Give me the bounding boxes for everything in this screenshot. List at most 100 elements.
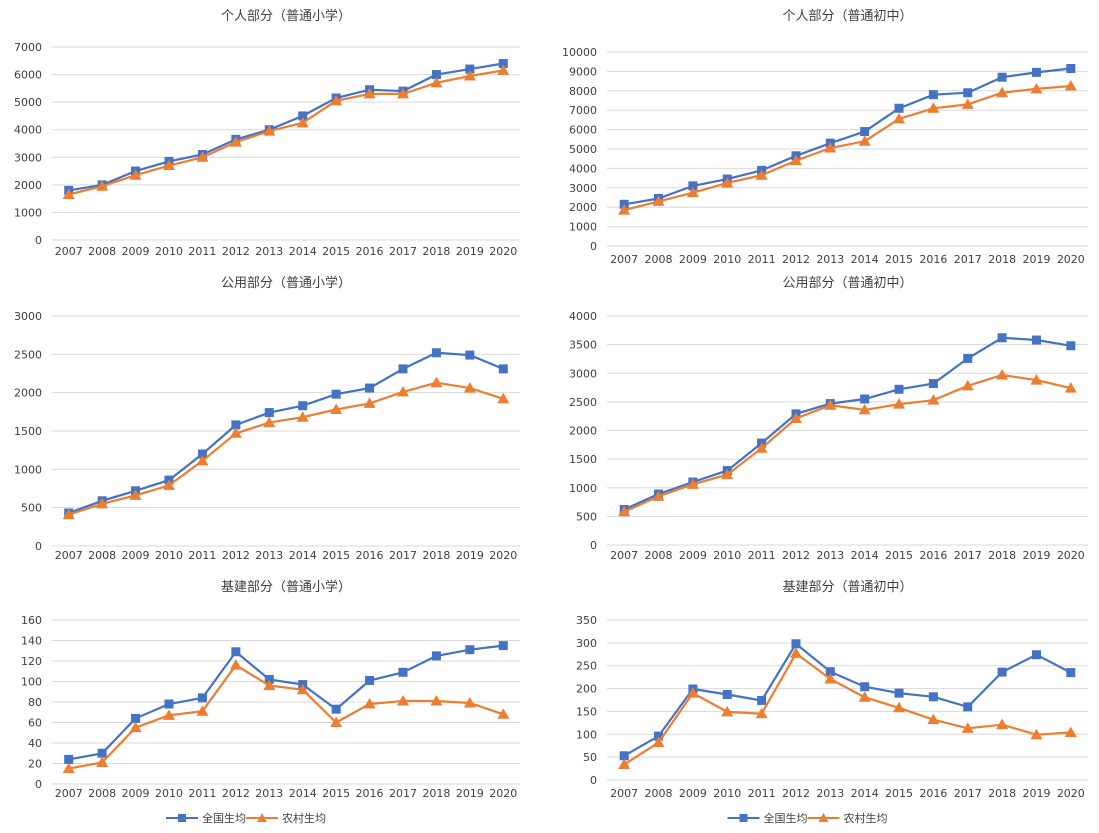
data-point-rural <box>263 125 276 136</box>
data-point-rural <box>397 385 409 397</box>
data-point-rural <box>755 707 768 719</box>
data-point-national <box>1031 67 1041 77</box>
data-point-rural <box>927 713 940 725</box>
y-tick-label: 3000 <box>569 367 597 380</box>
x-tick-label: 2019 <box>1022 787 1050 800</box>
x-tick-label: 2016 <box>919 549 947 562</box>
data-point-rural <box>961 379 974 391</box>
x-tick-label: 2007 <box>610 549 638 562</box>
y-tick-label: 3000 <box>569 182 597 195</box>
data-point-rural <box>430 694 443 706</box>
x-tick-label: 2014 <box>289 787 317 800</box>
series-line-national <box>68 62 504 192</box>
y-tick-label: 6000 <box>14 69 42 82</box>
x-tick-label: 2007 <box>610 253 638 266</box>
legend-label-national: 全国生均 <box>202 811 246 825</box>
data-point-national <box>231 420 241 430</box>
x-tick-label: 2009 <box>679 549 707 562</box>
data-point-rural <box>463 382 476 393</box>
x-tick-label: 2013 <box>816 787 844 800</box>
data-point-national <box>331 389 341 399</box>
data-point-national <box>860 127 870 137</box>
data-point-rural <box>363 87 376 99</box>
data-point-rural <box>497 708 510 719</box>
data-point-rural <box>430 376 443 388</box>
data-point-rural <box>463 697 476 708</box>
data-point-rural <box>996 86 1009 98</box>
y-tick-label: 2500 <box>569 396 597 409</box>
y-tick-label: 1000 <box>569 221 597 234</box>
data-point-rural <box>62 762 75 774</box>
data-point-rural <box>652 736 665 748</box>
x-tick-label: 2007 <box>55 549 83 562</box>
y-tick-label: 500 <box>576 510 597 523</box>
data-point-national <box>498 641 508 651</box>
data-point-national <box>365 675 375 685</box>
data-point-national <box>963 702 973 712</box>
x-tick-label: 2017 <box>389 787 417 800</box>
data-point-rural <box>129 169 142 180</box>
data-point-rural <box>789 647 802 658</box>
data-point-rural <box>789 154 802 166</box>
chart-title: 基建部分（普通小学） <box>221 579 351 595</box>
data-point-national <box>431 348 441 358</box>
x-tick-label: 2015 <box>885 787 913 800</box>
data-point-rural <box>1030 728 1043 740</box>
data-point-rural <box>858 691 871 702</box>
data-point-rural <box>927 102 940 113</box>
chart-title: 个人部分（普通小学） <box>221 8 351 24</box>
x-tick-label: 2018 <box>422 787 450 800</box>
data-point-rural <box>686 186 699 198</box>
y-tick-label: 150 <box>576 705 597 718</box>
data-point-national <box>688 181 698 191</box>
x-tick-label: 2018 <box>422 549 450 562</box>
data-point-rural <box>229 659 242 670</box>
chart-panel-3: 公用部分（普通小学） 0 500 1000 1500 2000 2500 3000 2007 20… <box>14 275 520 562</box>
data-point-national <box>231 647 241 657</box>
y-tick-label: 60 <box>28 717 42 730</box>
data-point-national <box>398 667 408 677</box>
data-point-national <box>331 704 341 714</box>
x-tick-label: 2016 <box>356 787 384 800</box>
x-tick-label: 2016 <box>919 253 947 266</box>
y-tick-label: 0 <box>590 539 597 552</box>
data-point-rural <box>196 454 209 466</box>
data-point-rural <box>789 412 802 423</box>
x-tick-label: 2007 <box>55 245 83 258</box>
x-tick-label: 2018 <box>422 245 450 258</box>
y-tick-label: 50 <box>583 751 597 764</box>
data-point-national <box>1066 63 1076 73</box>
x-tick-label: 2017 <box>389 245 417 258</box>
y-tick-label: 0 <box>35 234 42 247</box>
data-point-national <box>97 748 107 758</box>
data-point-rural <box>1030 82 1043 94</box>
data-point-rural <box>618 758 631 769</box>
series-line-rural <box>68 69 504 196</box>
x-tick-label: 2011 <box>748 787 776 800</box>
series-line-rural <box>623 373 1072 513</box>
x-tick-label: 2012 <box>222 787 250 800</box>
y-tick-label: 120 <box>21 655 42 668</box>
chart-title: 基建部分（普通初中） <box>782 580 912 595</box>
y-tick-label: 7000 <box>14 41 42 54</box>
data-point-rural <box>893 112 906 124</box>
data-point-rural <box>363 698 376 709</box>
x-tick-label: 2019 <box>456 549 484 562</box>
y-tick-label: 250 <box>576 660 597 673</box>
y-tick-label: 1000 <box>14 206 42 219</box>
data-point-national <box>164 699 174 709</box>
data-point-rural <box>62 188 75 200</box>
y-tick-label: 350 <box>576 614 597 627</box>
data-point-rural <box>618 505 631 517</box>
x-tick-label: 2018 <box>988 253 1016 266</box>
data-point-national <box>791 639 801 649</box>
data-point-rural <box>330 403 343 415</box>
x-tick-label: 2014 <box>289 245 317 258</box>
y-tick-label: 80 <box>28 696 42 709</box>
x-tick-label: 2019 <box>1022 549 1050 562</box>
x-tick-label: 2009 <box>122 549 150 562</box>
data-point-rural <box>1064 79 1077 91</box>
x-tick-label: 2020 <box>1057 549 1085 562</box>
chart-panel-2: 个人部分（普通初中） 0 1000 2000 3000 4000 5000 6000 7000 8… <box>562 9 1088 266</box>
data-point-rural <box>196 151 209 162</box>
